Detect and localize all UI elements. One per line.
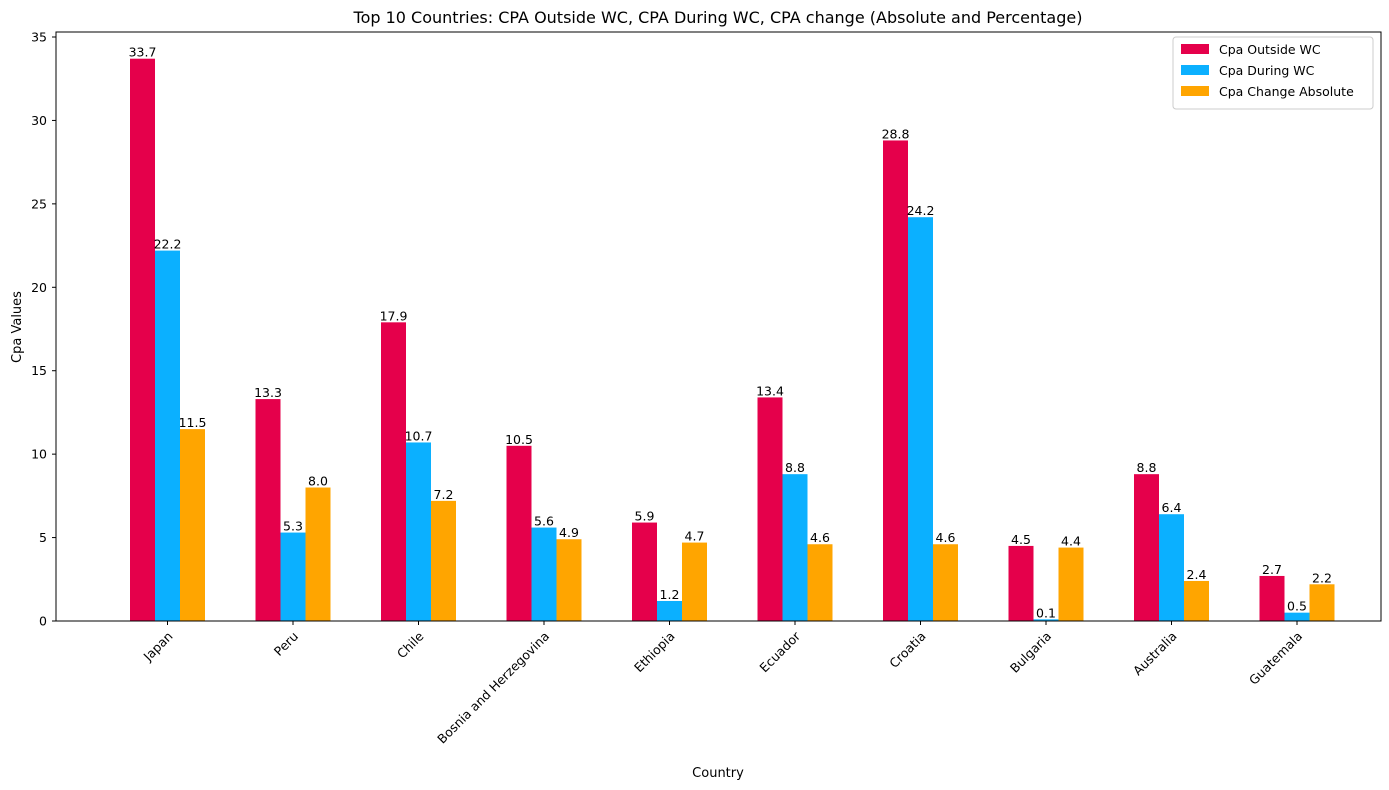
y-tick-label: 35 bbox=[31, 30, 47, 45]
data-label: 24.2 bbox=[907, 203, 935, 218]
x-axis: Japan Peru Chile Bosnia and Herzegovina Ethi… bbox=[140, 621, 1305, 746]
data-label: 22.2 bbox=[154, 237, 182, 252]
legend-box bbox=[1172, 36, 1374, 110]
bar bbox=[908, 217, 933, 621]
data-label: 28.8 bbox=[882, 126, 910, 141]
data-label: 8.0 bbox=[308, 474, 328, 489]
data-label: 13.4 bbox=[756, 383, 784, 398]
data-label: 6.4 bbox=[1162, 500, 1182, 515]
bar bbox=[632, 522, 657, 621]
x-tick-label: Peru bbox=[271, 629, 301, 659]
bar bbox=[255, 399, 281, 621]
data-label: 4.5 bbox=[1011, 532, 1031, 547]
bar bbox=[1008, 545, 1034, 621]
bar bbox=[807, 544, 833, 621]
y-tick-label: 15 bbox=[31, 363, 47, 378]
chart-title: Top 10 Countries: CPA Outside WC, CPA Du… bbox=[353, 8, 1083, 27]
bar bbox=[381, 322, 406, 621]
bar bbox=[280, 532, 306, 621]
legend-items: Cpa Outside WC Cpa During WC Cpa Change Ab… bbox=[1181, 42, 1354, 99]
y-axis: 0 5 10 15 20 25 30 35 bbox=[31, 30, 56, 629]
bar bbox=[1309, 584, 1335, 621]
legend-swatch bbox=[1181, 86, 1209, 96]
bar bbox=[556, 539, 582, 621]
y-tick-label: 25 bbox=[31, 196, 47, 211]
bar bbox=[406, 442, 431, 621]
data-label: 2.2 bbox=[1312, 570, 1332, 585]
x-tick-label: Chile bbox=[394, 628, 427, 661]
data-label: 4.6 bbox=[810, 530, 830, 545]
y-tick-label: 10 bbox=[31, 447, 47, 462]
x-axis-label: Country bbox=[692, 766, 744, 781]
x-tick-label: Australia bbox=[1130, 629, 1180, 679]
bar bbox=[1159, 514, 1184, 621]
data-label: 4.6 bbox=[936, 530, 956, 545]
bar bbox=[1058, 547, 1084, 621]
data-label: 7.2 bbox=[434, 487, 454, 502]
bar bbox=[305, 487, 331, 621]
x-tick-label: Ecuador bbox=[756, 628, 803, 675]
bar bbox=[883, 140, 908, 621]
data-label: 1.2 bbox=[660, 587, 680, 602]
legend-swatch bbox=[1181, 65, 1209, 75]
bar bbox=[682, 542, 707, 621]
data-label: 5.3 bbox=[283, 519, 303, 534]
y-tick-label: 30 bbox=[31, 113, 47, 128]
data-label: 10.7 bbox=[405, 428, 433, 443]
bar bbox=[657, 600, 682, 621]
bar bbox=[1033, 619, 1059, 621]
data-label: 4.7 bbox=[685, 529, 705, 544]
bar bbox=[782, 474, 808, 621]
x-tick-label: Bulgaria bbox=[1007, 629, 1054, 676]
bar bbox=[1284, 612, 1310, 621]
data-label: 33.7 bbox=[129, 45, 157, 60]
x-tick-label: Bosnia and Herzegovina bbox=[434, 629, 552, 747]
bar bbox=[1259, 575, 1285, 621]
data-label: 5.9 bbox=[635, 509, 655, 524]
data-label: 17.9 bbox=[380, 308, 408, 323]
data-label: 4.9 bbox=[559, 525, 579, 540]
legend-label: Cpa During WC bbox=[1219, 63, 1315, 78]
bar bbox=[1184, 580, 1209, 621]
bar bbox=[155, 250, 180, 621]
bar bbox=[130, 58, 155, 621]
y-tick-label: 20 bbox=[31, 280, 47, 295]
bar bbox=[180, 429, 205, 621]
plot-frame bbox=[55, 31, 1382, 622]
bar bbox=[531, 527, 557, 621]
y-tick-label: 0 bbox=[39, 614, 47, 629]
data-labels-layer: 33.7 13.3 17.9 10.5 5.9 13.4 28.8 4.5 8.8 2.7 22.2… bbox=[129, 45, 1332, 621]
bar bbox=[757, 397, 783, 621]
x-tick-label: Croatia bbox=[886, 629, 928, 671]
x-tick-label: Ethiopia bbox=[631, 629, 678, 676]
data-label: 2.7 bbox=[1262, 562, 1282, 577]
x-tick-label: Japan bbox=[140, 629, 176, 665]
data-label: 8.8 bbox=[785, 460, 805, 475]
legend-label: Cpa Change Absolute bbox=[1219, 84, 1354, 99]
bar bbox=[933, 544, 958, 621]
data-label: 8.8 bbox=[1137, 460, 1157, 475]
legend: Cpa Outside WC Cpa During WC Cpa Change Ab… bbox=[1172, 36, 1374, 110]
legend-label: Cpa Outside WC bbox=[1219, 42, 1321, 57]
bar bbox=[506, 445, 532, 621]
data-label: 11.5 bbox=[179, 415, 207, 430]
data-label: 13.3 bbox=[254, 385, 282, 400]
data-label: 0.1 bbox=[1036, 605, 1056, 620]
y-tick-label: 5 bbox=[39, 530, 47, 545]
x-tick-label: Guatemala bbox=[1246, 629, 1305, 688]
bar bbox=[1134, 474, 1159, 621]
legend-swatch bbox=[1181, 44, 1209, 54]
data-label: 4.4 bbox=[1061, 534, 1081, 549]
bar bbox=[431, 500, 456, 621]
data-label: 10.5 bbox=[505, 432, 533, 447]
data-label: 2.4 bbox=[1187, 567, 1207, 582]
bars-layer bbox=[130, 58, 1335, 621]
data-label: 0.5 bbox=[1287, 599, 1307, 614]
data-label: 5.6 bbox=[534, 514, 554, 529]
y-axis-label: Cpa Values bbox=[10, 291, 25, 363]
